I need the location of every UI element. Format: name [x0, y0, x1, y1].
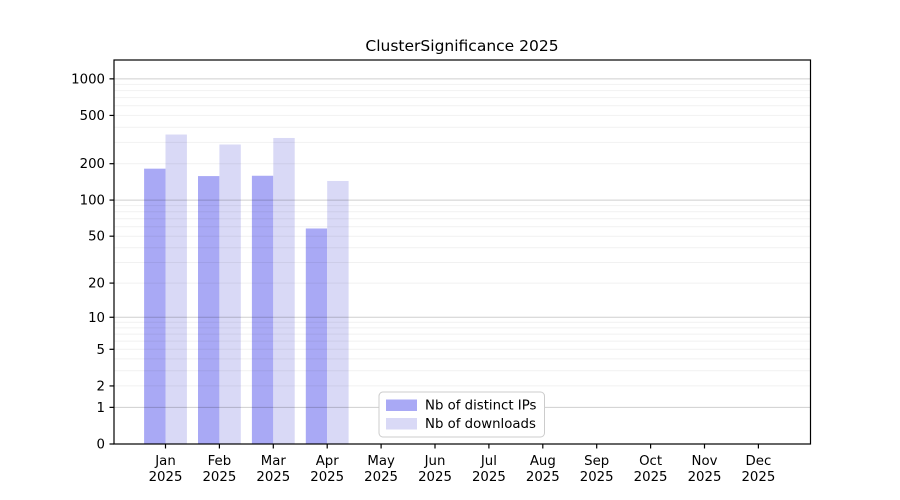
x-tick-label-month: Jul: [480, 454, 497, 469]
x-tick-label-month: Aug: [530, 454, 556, 469]
y-tick-label: 50: [88, 230, 105, 245]
y-tick-label: 5: [97, 343, 105, 358]
x-tick-label-year: 2025: [580, 470, 614, 485]
y-tick-label: 100: [80, 194, 105, 209]
legend-swatch: [386, 399, 417, 411]
bar-mar-s0: [251, 175, 274, 444]
x-tick-label-month: May: [367, 454, 395, 469]
y-tick-label: 1000: [71, 72, 105, 87]
bar-feb-s1: [219, 144, 241, 444]
y-tick-label: 500: [80, 109, 105, 124]
x-tick-label-month: Oct: [639, 454, 662, 469]
x-tick-label-year: 2025: [418, 470, 452, 485]
bar-jan-s1: [165, 134, 187, 444]
x-tick-label-year: 2025: [526, 470, 560, 485]
legend: Nb of distinct IPs Nb of downloads: [378, 391, 545, 438]
x-tick-label-year: 2025: [688, 470, 722, 485]
y-axis: 0 1 2 5 10 20 50 100 200 500 1000: [71, 72, 114, 453]
x-tick-label-month: Dec: [746, 454, 772, 469]
plot-border: [113, 59, 812, 445]
legend-label: Nb of downloads: [425, 417, 536, 432]
x-tick-label-month: Jan: [154, 454, 176, 469]
y-tick-label: 1: [97, 401, 105, 416]
y-tick-label: 200: [80, 157, 105, 172]
x-tick-label-year: 2025: [310, 470, 344, 485]
legend-label: Nb of distinct IPs: [425, 399, 537, 414]
x-tick-label-month: Feb: [208, 454, 232, 469]
x-tick-label-year: 2025: [202, 470, 236, 485]
plot-area: 01251020501002005001000Jan2025Feb2025Mar…: [71, 59, 812, 485]
y-tick-label: 20: [88, 277, 105, 292]
x-tick-label-month: Sep: [584, 454, 609, 469]
x-tick-label-month: Apr: [316, 454, 340, 469]
bar-jan-s0: [144, 168, 166, 444]
y-tick-label: 0: [97, 438, 105, 453]
x-tick-label-month: Nov: [692, 454, 718, 469]
bars: [144, 134, 349, 444]
bar-feb-s0: [198, 176, 220, 444]
x-tick-label-month: Mar: [261, 454, 287, 469]
x-axis: Jan2025Feb2025Mar2025Apr2025May2025Jun20…: [149, 444, 775, 485]
chart-title: ClusterSignificance 2025: [365, 37, 558, 55]
x-tick-label-year: 2025: [741, 470, 775, 485]
x-tick-label-year: 2025: [472, 470, 506, 485]
bar-apr-s0: [305, 228, 328, 444]
x-tick-label-year: 2025: [364, 470, 398, 485]
y-tick-label: 10: [88, 311, 105, 326]
x-tick-label-month: Jun: [424, 454, 446, 469]
x-tick-label-year: 2025: [149, 470, 183, 485]
x-tick-label-year: 2025: [634, 470, 668, 485]
y-tick-label: 2: [97, 379, 105, 394]
bar-apr-s1: [327, 180, 349, 444]
bar-mar-s1: [273, 137, 295, 444]
legend-swatch: [386, 418, 417, 430]
x-tick-label-year: 2025: [256, 470, 290, 485]
legend-box: [378, 391, 545, 438]
